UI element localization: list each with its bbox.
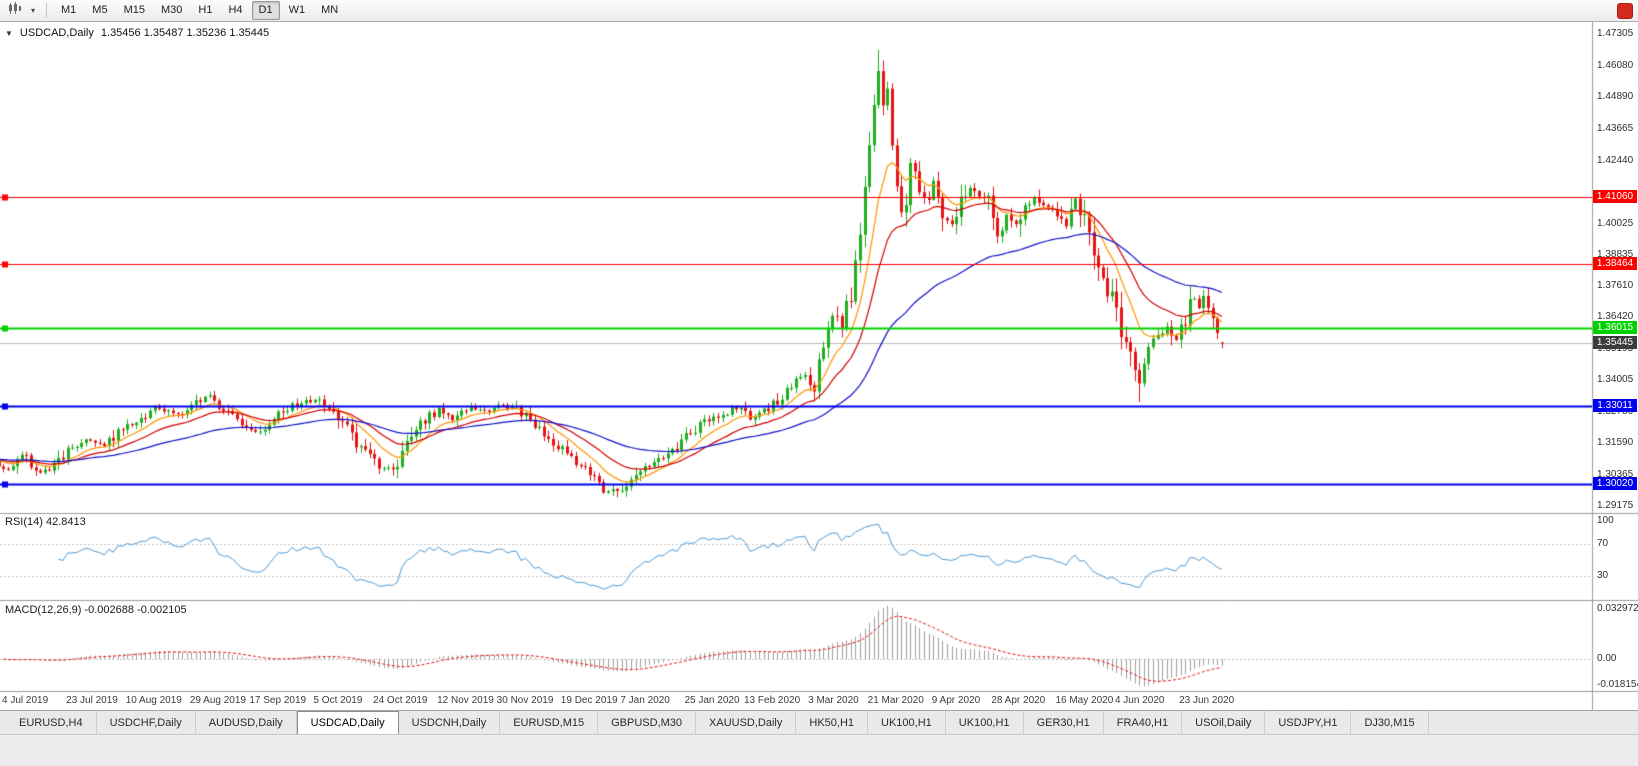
date-label: 29 Aug 2019 <box>189 695 246 706</box>
chart-tab[interactable]: UK100,H1 <box>946 711 1024 734</box>
chart-window: ▼ USDCAD,Daily 1.35456 1.35487 1.35236 1… <box>0 22 1638 710</box>
timeframe-button-d1[interactable]: D1 <box>251 1 280 20</box>
chart-tab[interactable]: DJ30,M15 <box>1351 711 1429 734</box>
rsi-axis-tick: 30 <box>1597 570 1609 582</box>
chart-tab[interactable]: USDCHF,Daily <box>97 711 196 734</box>
date-label: 7 Jan 2020 <box>620 695 670 706</box>
date-label: 23 Jul 2019 <box>66 695 118 706</box>
chart-title: ▼ USDCAD,Daily 1.35456 1.35487 1.35236 1… <box>5 27 269 39</box>
time-axis[interactable]: 4 Jul 2019 23 Jul 2019 10 Aug 2019 29 Aug 2… <box>0 693 1592 710</box>
timeframe-buttons: M1 M5 M15 M30 H1 H4 D1 W1 MN <box>54 1 345 20</box>
broker-logo-icon[interactable] <box>1617 2 1633 19</box>
price-tick: 1.30365 <box>1597 469 1634 481</box>
timeframe-toolbar: ▾ M1 M5 M15 M30 H1 H4 D1 W1 MN <box>0 0 1638 22</box>
price-tick: 1.43665 <box>1597 122 1634 134</box>
date-label: 24 Oct 2019 <box>373 695 428 706</box>
price-tick: 1.42440 <box>1597 154 1634 166</box>
date-label: 28 Apr 2020 <box>991 695 1046 706</box>
price-tick: 1.34005 <box>1597 374 1634 386</box>
price-tick: 1.29175 <box>1597 500 1634 511</box>
chart-tab[interactable]: EURUSD,H4 <box>6 711 97 734</box>
date-label: 17 Sep 2019 <box>249 695 307 706</box>
current-price-badge: 1.35445 <box>1593 335 1637 349</box>
timeframe-button-w1[interactable]: W1 <box>288 4 306 16</box>
chart-tab[interactable]: USDJPY,H1 <box>1265 711 1352 734</box>
status-bar <box>0 734 1638 766</box>
date-label: 16 May 2020 <box>1055 695 1114 706</box>
macd-axis-tick: 0.00 <box>1597 653 1617 665</box>
date-label: 12 Nov 2019 <box>437 695 494 706</box>
level-price-badge: 1.41060 <box>1593 189 1637 203</box>
timeframe-button-h4[interactable]: H4 <box>228 4 243 16</box>
timeframe-button-m5[interactable]: M5 <box>92 4 108 16</box>
timeframe-button-mn[interactable]: MN <box>321 4 339 16</box>
chart-type-dropdown[interactable]: ▾ <box>30 6 35 15</box>
price-tick: 1.31590 <box>1597 437 1634 449</box>
rsi-label: RSI(14) 42.8413 <box>5 516 86 528</box>
date-label: 4 Jul 2019 <box>2 695 49 706</box>
chart-tab[interactable]: USOil,Daily <box>1182 711 1266 734</box>
date-label: 10 Aug 2019 <box>125 695 182 706</box>
timeframe-button-m15[interactable]: M15 <box>123 4 145 16</box>
date-label: 5 Oct 2019 <box>313 695 363 706</box>
price-tick: 1.46080 <box>1597 59 1634 71</box>
price-tick: 1.40025 <box>1597 217 1634 229</box>
chart-type-button[interactable] <box>5 1 25 20</box>
chart-tab[interactable]: USDCAD,Daily <box>296 711 399 734</box>
price-tick: 1.35195 <box>1597 343 1634 355</box>
chart-tab[interactable]: USDCNH,Daily <box>399 711 501 734</box>
chart-tab[interactable]: UK100,H1 <box>868 711 946 734</box>
rsi-axis-tick: 100 <box>1597 515 1614 526</box>
chart-tab[interactable]: GBPUSD,M30 <box>598 711 697 734</box>
macd-axis-tick: -0.018154 <box>1597 679 1638 690</box>
chart-tabbar: EURUSD,H4 USDCHF,Daily AUDUSD,Daily USDCAD,… <box>0 710 1638 734</box>
macd-label: MACD(12,26,9) -0.002688 -0.002105 <box>5 604 187 616</box>
ohlc-values: 1.35456 1.35487 1.35236 1.35445 <box>100 27 270 39</box>
price-axis[interactable]: 1.47305 1.46080 1.44890 1.43665 1.42440 1.400… <box>1592 22 1638 710</box>
price-tick: 1.36420 <box>1597 311 1634 323</box>
chart-tab[interactable]: AUDUSD,Daily <box>196 711 297 734</box>
chart-tab[interactable]: FRA40,H1 <box>1104 711 1183 734</box>
chart-tab[interactable]: GER30,H1 <box>1024 711 1104 734</box>
date-label: 19 Dec 2019 <box>560 695 618 706</box>
collapse-icon[interactable]: ▼ <box>5 28 13 38</box>
timeframe-button-m1[interactable]: M1 <box>61 4 77 16</box>
price-tick: 1.47305 <box>1597 28 1634 39</box>
level-price-badge: 1.36015 <box>1593 320 1637 334</box>
timeframe-button-h1[interactable]: H1 <box>198 4 213 16</box>
chart-tab[interactable]: EURUSD,M15 <box>500 711 599 734</box>
price-tick: 1.37610 <box>1597 280 1634 292</box>
chart-tab[interactable]: XAUUSD,Daily <box>696 711 797 734</box>
date-label: 30 Nov 2019 <box>496 695 554 706</box>
timeframe-button-m30[interactable]: M30 <box>160 4 183 16</box>
date-label: 25 Jan 2020 <box>684 695 740 706</box>
date-label: 13 Feb 2020 <box>744 695 801 706</box>
level-price-badge: 1.33011 <box>1593 399 1637 413</box>
date-label: 9 Apr 2020 <box>931 695 981 706</box>
candlestick-chart-icon <box>8 1 22 20</box>
symbol-label: USDCAD,Daily <box>19 27 94 39</box>
date-label: 21 Mar 2020 <box>867 695 924 706</box>
date-label: 4 Jun 2020 <box>1114 695 1165 706</box>
level-price-badge: 1.30020 <box>1593 477 1637 490</box>
price-chart-canvas[interactable] <box>0 22 1638 710</box>
date-label: 23 Jun 2020 <box>1179 695 1235 706</box>
date-label: 3 Mar 2020 <box>808 695 859 706</box>
price-tick: 1.38835 <box>1597 248 1634 260</box>
price-tick: 1.44890 <box>1597 90 1634 102</box>
chart-tab[interactable]: HK50,H1 <box>796 711 869 734</box>
level-price-badge: 1.38464 <box>1593 257 1637 271</box>
macd-axis-tick: 0.032972 <box>1597 603 1638 614</box>
toolbar-separator <box>46 3 47 18</box>
rsi-axis-tick: 70 <box>1597 537 1609 549</box>
